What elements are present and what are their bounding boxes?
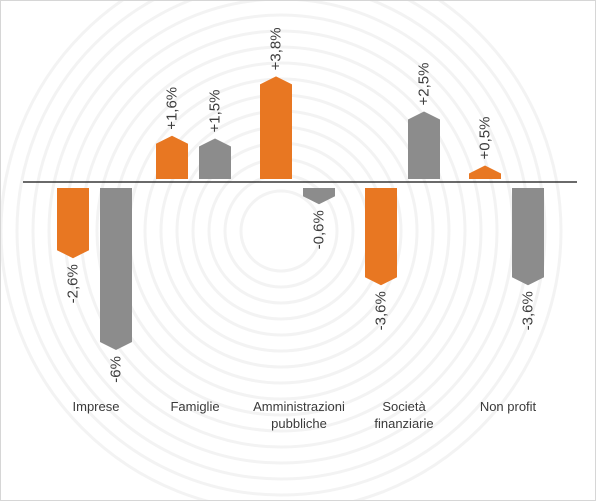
value-label: -2,6% <box>65 264 82 303</box>
bar-series-2-cat-3 <box>303 188 335 205</box>
category-label: Società <box>382 399 426 414</box>
background-arc <box>1 1 563 500</box>
category-label: pubbliche <box>271 416 327 431</box>
bar-series-1-cat-1 <box>57 188 89 259</box>
value-label: +1,5% <box>207 90 224 133</box>
bars-layer <box>57 76 544 350</box>
value-label: -3,6% <box>373 291 390 330</box>
value-labels-layer: -2,6% +1,6% +3,8% -3,6% +0,5% -6% +1,5% -0,6% +2… <box>65 27 537 382</box>
category-label: Famiglie <box>170 399 219 414</box>
background-arc <box>95 45 467 417</box>
category-label: Amministrazioni <box>253 399 345 414</box>
value-label: +0,5% <box>477 117 494 160</box>
bar-series-2-cat-2 <box>199 138 231 179</box>
bar-series-1-cat-2 <box>156 135 188 179</box>
value-label: +1,6% <box>164 87 181 130</box>
category-label: Non profit <box>480 399 537 414</box>
bar-series-1-cat-5 <box>469 165 501 179</box>
category-label: Imprese <box>73 399 120 414</box>
bar-series-1-cat-3 <box>260 76 292 179</box>
bar-series-2-cat-4 <box>408 111 440 179</box>
category-label: finanziarie <box>374 416 433 431</box>
bar-series-2-cat-5 <box>512 188 544 286</box>
bar-series-1-cat-4 <box>365 188 397 286</box>
background-arc <box>15 1 547 497</box>
value-label: +3,8% <box>268 27 285 70</box>
value-label: +2,5% <box>416 63 433 106</box>
value-label: -6% <box>108 356 125 383</box>
category-labels-layer: Imprese Famiglie Amministrazioni pubbliche S… <box>73 399 537 431</box>
value-label: -0,6% <box>311 210 328 249</box>
bar-series-2-cat-1 <box>100 188 132 350</box>
background-arc <box>207 157 355 305</box>
value-label: -3,6% <box>520 291 537 330</box>
background-arc <box>239 189 323 273</box>
